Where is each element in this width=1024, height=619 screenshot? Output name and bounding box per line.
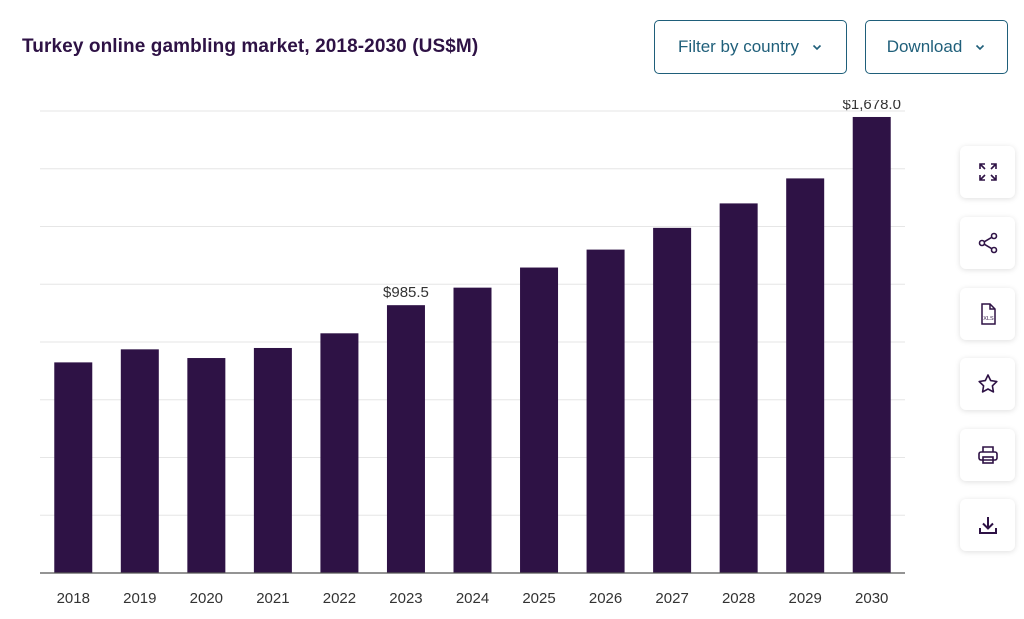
x-tick-label: 2021 xyxy=(256,590,289,607)
x-tick-label: 2028 xyxy=(722,590,755,607)
bar-2025[interactable] xyxy=(520,267,559,573)
expand-icon xyxy=(978,163,997,181)
filter-button-label: Filter by country xyxy=(678,37,799,56)
svg-text:XLS: XLS xyxy=(983,316,994,322)
x-tick-label: 2030 xyxy=(855,590,888,607)
bar-2027[interactable] xyxy=(653,227,692,573)
download-dropdown-button[interactable]: Download xyxy=(865,20,1008,74)
download-button-label: Download xyxy=(886,37,963,56)
print-button[interactable] xyxy=(960,429,1015,481)
bar-2018[interactable] xyxy=(54,362,93,573)
export-xls-button[interactable]: XLS xyxy=(960,288,1015,340)
chevron-down-icon xyxy=(812,44,822,51)
star-icon xyxy=(977,374,998,393)
x-tick-label: 2018 xyxy=(57,590,90,607)
bar-2021[interactable] xyxy=(253,347,292,573)
xls-file-icon: XLS xyxy=(980,303,996,325)
favorite-button[interactable] xyxy=(960,358,1015,410)
x-tick-label: 2022 xyxy=(323,590,356,607)
x-tick-label: 2023 xyxy=(389,590,422,607)
page-title: Turkey online gambling market, 2018-2030… xyxy=(22,36,479,57)
print-icon xyxy=(977,446,998,464)
x-tick-label: 2025 xyxy=(522,590,555,607)
bar-2030[interactable] xyxy=(852,116,891,573)
bar-2029[interactable] xyxy=(786,178,825,573)
share-icon xyxy=(978,232,997,254)
x-tick-label: 2029 xyxy=(789,590,822,607)
chevron-down-icon xyxy=(976,44,985,51)
bar-2028[interactable] xyxy=(719,203,758,573)
x-tick-label: 2026 xyxy=(589,590,622,607)
data-label: $1,678.0 xyxy=(843,100,901,113)
bar-2019[interactable] xyxy=(120,349,159,573)
bar-2023[interactable] xyxy=(386,305,425,573)
download-button[interactable] xyxy=(960,499,1015,551)
bar-chart: 2018 2019 2020 2021 2022 2023 2024 2025 2026 2027… xyxy=(40,100,905,607)
fullscreen-button[interactable] xyxy=(960,146,1015,198)
bar-2022[interactable] xyxy=(320,333,359,573)
filter-by-country-button[interactable]: Filter by country xyxy=(654,20,847,74)
bar-2024[interactable] xyxy=(453,287,492,573)
data-label: $985.5 xyxy=(383,284,429,301)
x-tick-label: 2027 xyxy=(655,590,688,607)
bar-2020[interactable] xyxy=(187,358,226,573)
x-tick-label: 2020 xyxy=(190,590,223,607)
share-button[interactable] xyxy=(960,217,1015,269)
download-icon xyxy=(978,517,997,534)
x-tick-label: 2019 xyxy=(123,590,156,607)
bar-2026[interactable] xyxy=(586,249,625,573)
x-tick-label: 2024 xyxy=(456,590,489,607)
